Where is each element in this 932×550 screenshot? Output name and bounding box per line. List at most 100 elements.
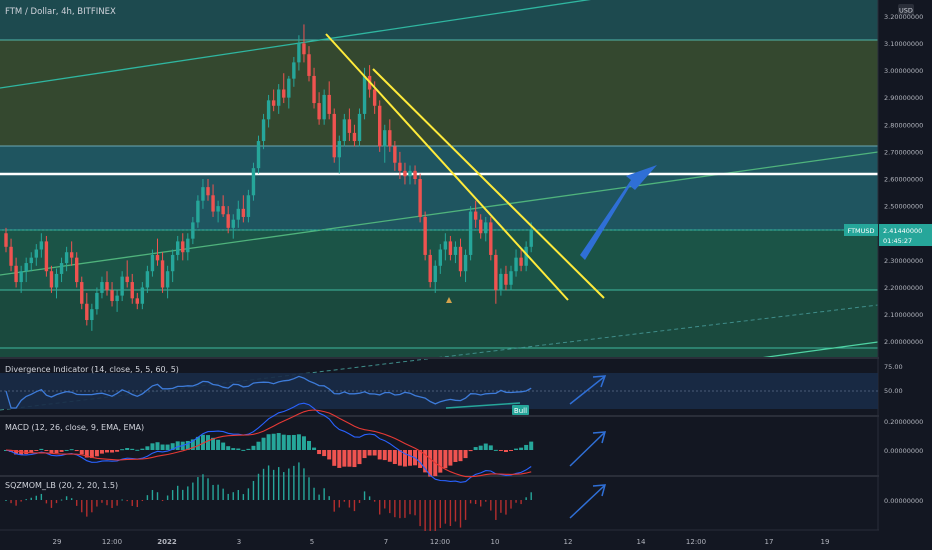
candle-body [145,271,150,288]
macd-histogram-bar [49,450,54,454]
rising-channel-top[interactable] [0,0,600,89]
macd-histogram-bar [352,450,357,468]
candle [282,73,286,104]
time-tick-label: 12:00 [686,538,706,546]
candle-body [453,246,458,255]
candle-body [473,211,478,220]
current-symbol: FTMUSD [847,227,874,235]
squeeze-bar [298,462,300,500]
rising-channel-bottom[interactable] [759,341,879,359]
macd-histogram-bar [155,442,160,450]
candle-body [499,273,503,291]
macd-histogram-bar [493,449,498,451]
candle-body [170,254,175,272]
descending-trendline-1[interactable] [325,33,569,301]
macd-histogram-bar [160,444,165,450]
squeeze-bar [76,500,78,506]
macd-tick-zero: 0.00000000 [884,447,923,455]
macd-histogram-bar [453,450,458,462]
macd-line [5,402,532,483]
candle-body [115,295,119,302]
macd-histogram-bar [301,436,306,450]
candle [59,257,64,283]
sqzmom-indicator-title[interactable]: SQZMOM_LB (20, 2, 20, 1.5) [5,481,118,490]
squeeze-bar [81,500,83,513]
descending-trendline-2[interactable] [372,68,605,299]
candle-body [383,130,387,147]
candle [448,235,453,261]
candle-body [221,206,225,215]
macd-histogram-bar [281,434,286,450]
macd-histogram-bar [125,448,130,450]
squeeze-bar [485,500,487,502]
macd-histogram-bar [99,450,104,454]
price-pane[interactable]: FTM / Dollar, 4h, BITFINEX [0,0,879,411]
candle [494,249,498,304]
price-tick-label: 2.90000000 [884,94,923,102]
candle [80,276,84,310]
sqzmom-pane[interactable]: SQZMOM_LB (20, 2, 20, 1.5) [5,462,607,543]
candle [95,287,99,315]
macd-histogram-bar [29,450,34,453]
macd-histogram-bar [34,450,39,451]
candle-body [443,241,448,250]
squeeze-bar [303,468,305,500]
forecast-up-arrow-icon[interactable] [580,165,657,260]
candle [191,216,195,245]
squeeze-bar [520,500,522,505]
macd-histogram-bar [514,448,519,450]
macd-histogram-bar [468,450,473,452]
time-tick-label: 10 [491,538,500,546]
time-tick-label: 14 [637,538,646,546]
squeeze-momentum-histogram [5,462,532,543]
candle [115,290,119,312]
candle-body [388,130,392,147]
candle [196,195,200,228]
candle [438,244,442,274]
time-axis[interactable]: 29 12:00 2022 3 5 7 12:00 10 12 14 12:00 17 19 [0,531,878,550]
currency-badge[interactable] [898,4,914,15]
sqzmom-up-right-arrow-icon [569,484,607,519]
candle [342,113,347,147]
macd-histogram-bar [120,449,125,451]
macd-indicator-title[interactable]: MACD (12, 26, close, 9, EMA, EMA) [5,423,144,432]
time-tick-label: 29 [53,538,62,546]
candle [514,249,518,277]
macd-pane[interactable]: MACD (12, 26, close, 9, EMA, EMA) [4,402,607,483]
macd-histogram-bar [135,449,140,451]
squeeze-bar [323,488,325,500]
symbol-title[interactable]: FTM / Dollar, 4h, BITFINEX [5,7,116,17]
squeeze-bar [510,500,512,509]
candle [160,252,165,293]
macd-histogram-bar [357,450,362,465]
squeeze-bar [288,468,290,500]
divergence-pane[interactable]: Bull Divergence Indicator (14, close, 5,… [0,365,878,415]
squeeze-bar [30,497,32,500]
squeeze-bar [333,500,335,512]
candle-body [347,119,352,133]
candle [165,265,170,299]
macd-histogram-bar [428,450,433,477]
squeeze-bar [404,500,406,518]
divergence-indicator-title[interactable]: Divergence Indicator (14, close, 5, 5, 6… [5,365,179,374]
time-tick-label: 2022 [157,538,177,546]
candle-body [4,233,8,247]
squeeze-bar [237,490,239,500]
squeeze-bar [474,500,477,505]
candle-body [196,200,200,223]
squeeze-bar [469,500,472,504]
price-axis[interactable]: USD 3.20000000 3.10000000 3.00000000 2.9000… [844,0,932,550]
macd-histogram-bar [322,450,327,457]
candle [75,252,79,288]
squeeze-bar [70,498,73,500]
candle [509,265,513,291]
candle-body [135,298,139,304]
candle [463,249,468,283]
candle-body [251,168,256,196]
squeeze-bar [20,500,22,502]
price-tick-label: 2.10000000 [884,311,923,319]
macd-histogram-bar [408,450,412,466]
rising-channel-middle[interactable] [0,151,879,276]
time-axis-background [0,531,878,550]
